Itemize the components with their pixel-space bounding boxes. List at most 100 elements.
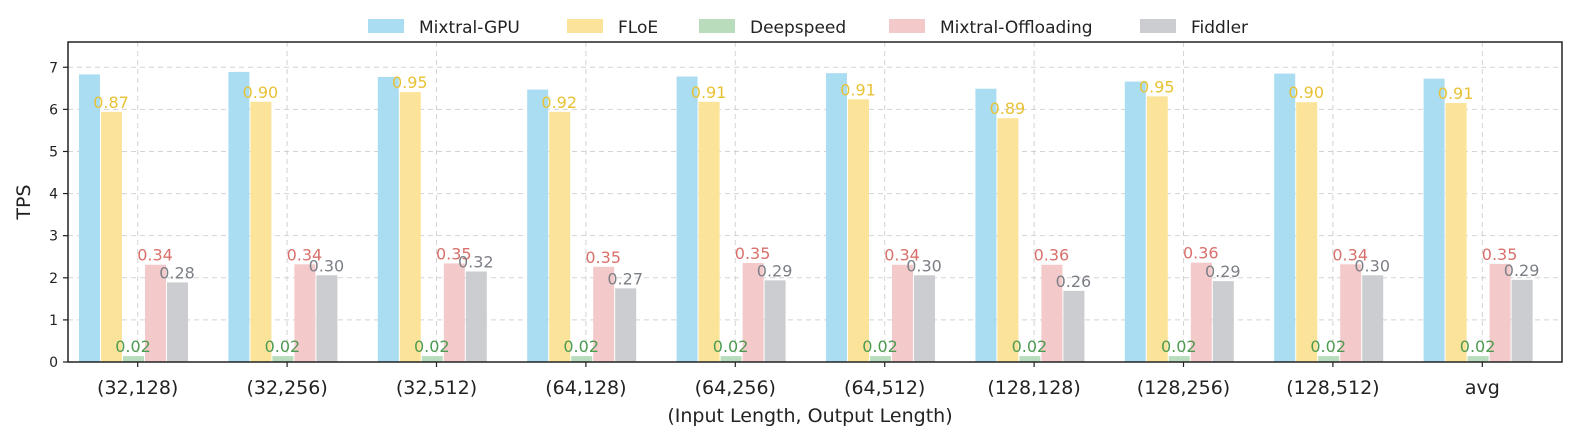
- bar-mixtral-gpu: [676, 76, 698, 363]
- x-tick-label: (64,128): [545, 377, 626, 399]
- data-label: 0.92: [541, 93, 577, 112]
- bar-deepspeed: [571, 356, 593, 362]
- bar-mixtral-offloading: [145, 264, 166, 362]
- data-label: 0.35: [735, 244, 771, 263]
- bar-floe: [848, 99, 869, 363]
- legend-label: FLoE: [618, 18, 658, 38]
- bar-floe: [549, 111, 571, 362]
- bar-deepspeed: [870, 356, 891, 362]
- data-label: 0.02: [1460, 337, 1496, 356]
- data-label: 0.02: [563, 337, 599, 356]
- data-label: 0.36: [1034, 246, 1070, 265]
- bar-mixtral-offloading: [1340, 264, 1362, 362]
- y-tick-label: 2: [49, 271, 58, 287]
- data-labels: 0.87 0.90 0.95 0.92 0.91 0.91 0.89 0.95 0.90 0.91…: [93, 73, 1539, 356]
- x-tick-label: (64,256): [695, 377, 776, 399]
- bar-floe: [698, 101, 720, 362]
- bar-mixtral-gpu: [79, 74, 100, 362]
- y-axis-label: TPS: [13, 184, 35, 220]
- x-axis-ticks: (32,128) (32,256) (32,512) (64,128) (64,256)…: [97, 362, 1500, 399]
- x-tick-label: (128,128): [987, 377, 1080, 399]
- data-label: 0.35: [436, 244, 472, 263]
- bar-fiddler: [316, 275, 338, 362]
- data-label: 0.30: [309, 256, 345, 275]
- data-label: 0.02: [1310, 337, 1346, 356]
- bar-fiddler: [1511, 279, 1533, 362]
- legend-swatch: [889, 19, 925, 33]
- data-label: 0.02: [414, 337, 450, 356]
- bar-mixtral-gpu: [975, 88, 997, 362]
- bar-deepspeed: [1467, 356, 1489, 362]
- data-label: 0.91: [840, 80, 876, 99]
- bar-mixtral-gpu: [826, 73, 847, 362]
- x-axis-label: (Input Length, Output Length): [667, 405, 952, 427]
- x-tick-label: (32,128): [97, 377, 178, 399]
- data-label: 0.90: [1288, 83, 1324, 102]
- data-label: 0.35: [585, 248, 621, 267]
- legend-swatch: [1140, 19, 1176, 33]
- legend-swatch: [368, 19, 404, 33]
- bar-fiddler: [1362, 275, 1384, 362]
- legend-swatch: [699, 19, 735, 33]
- y-axis-ticks: 0 1 2 3 4 5 6 7: [49, 60, 68, 371]
- bar-fiddler: [764, 280, 786, 362]
- data-label: 0.87: [93, 93, 129, 112]
- y-tick-label: 5: [49, 144, 58, 160]
- data-label: 0.02: [713, 337, 749, 356]
- y-tick-label: 4: [49, 187, 58, 203]
- x-tick-label: (32,512): [396, 377, 477, 399]
- data-label: 0.30: [906, 256, 942, 275]
- bar-mixtral-offloading: [593, 266, 615, 362]
- data-label: 0.29: [757, 261, 793, 280]
- data-label: 0.90: [243, 83, 279, 102]
- bar-mixtral-gpu: [1423, 78, 1445, 362]
- bar-floe: [1445, 103, 1467, 362]
- y-tick-label: 7: [49, 60, 58, 76]
- bar-floe: [101, 111, 122, 362]
- bar-fiddler: [914, 275, 935, 362]
- data-label: 0.29: [1504, 261, 1540, 280]
- bar-mixtral-gpu: [1124, 81, 1146, 362]
- bar-mixtral-offloading: [892, 264, 913, 362]
- data-label: 0.32: [458, 252, 494, 271]
- data-label: 0.02: [115, 337, 151, 356]
- bar-deepspeed: [1019, 356, 1041, 362]
- x-tick-label: (32,256): [246, 377, 327, 399]
- data-label: 0.26: [1056, 272, 1092, 291]
- data-label: 0.95: [392, 73, 428, 92]
- legend-label: Mixtral-Offloading: [940, 18, 1093, 38]
- bar-fiddler: [465, 271, 487, 362]
- data-label: 0.34: [287, 245, 323, 264]
- bar-mixtral-gpu: [527, 89, 549, 362]
- data-label: 0.27: [607, 269, 643, 288]
- bar-mixtral-gpu: [1274, 73, 1296, 362]
- bar-mixtral-offloading: [742, 263, 764, 362]
- plot-frame: [67, 41, 1563, 363]
- bar-mixtral-offloading: [1190, 262, 1212, 362]
- bar-floe: [1296, 102, 1318, 363]
- legend: Mixtral-GPU FLoE Deepspeed Mixtral-Offloadi…: [368, 18, 1248, 38]
- data-label: 0.34: [1332, 245, 1368, 264]
- bar-mixtral-offloading: [294, 264, 316, 362]
- data-label: 0.36: [1183, 244, 1219, 263]
- bar-mixtral-offloading: [1041, 264, 1063, 362]
- bar-floe: [250, 101, 272, 362]
- legend-label: Deepspeed: [750, 18, 846, 38]
- data-label: 0.30: [1354, 256, 1390, 275]
- data-label: 0.28: [159, 263, 195, 282]
- bar-deepspeed: [720, 356, 742, 362]
- grid: [68, 42, 1562, 363]
- x-tick-label: avg: [1465, 377, 1500, 399]
- bar-floe: [399, 92, 421, 363]
- bar-floe: [1146, 96, 1168, 362]
- data-label: 0.91: [1438, 84, 1474, 103]
- bar-mixtral-gpu: [377, 76, 399, 363]
- bars: [79, 71, 1533, 363]
- data-label: 0.02: [1161, 337, 1197, 356]
- legend-label: Fiddler: [1191, 18, 1248, 38]
- data-label: 0.89: [990, 99, 1026, 118]
- bar-fiddler: [1063, 290, 1085, 362]
- data-label: 0.02: [1012, 337, 1048, 356]
- bar-deepspeed: [1168, 356, 1190, 362]
